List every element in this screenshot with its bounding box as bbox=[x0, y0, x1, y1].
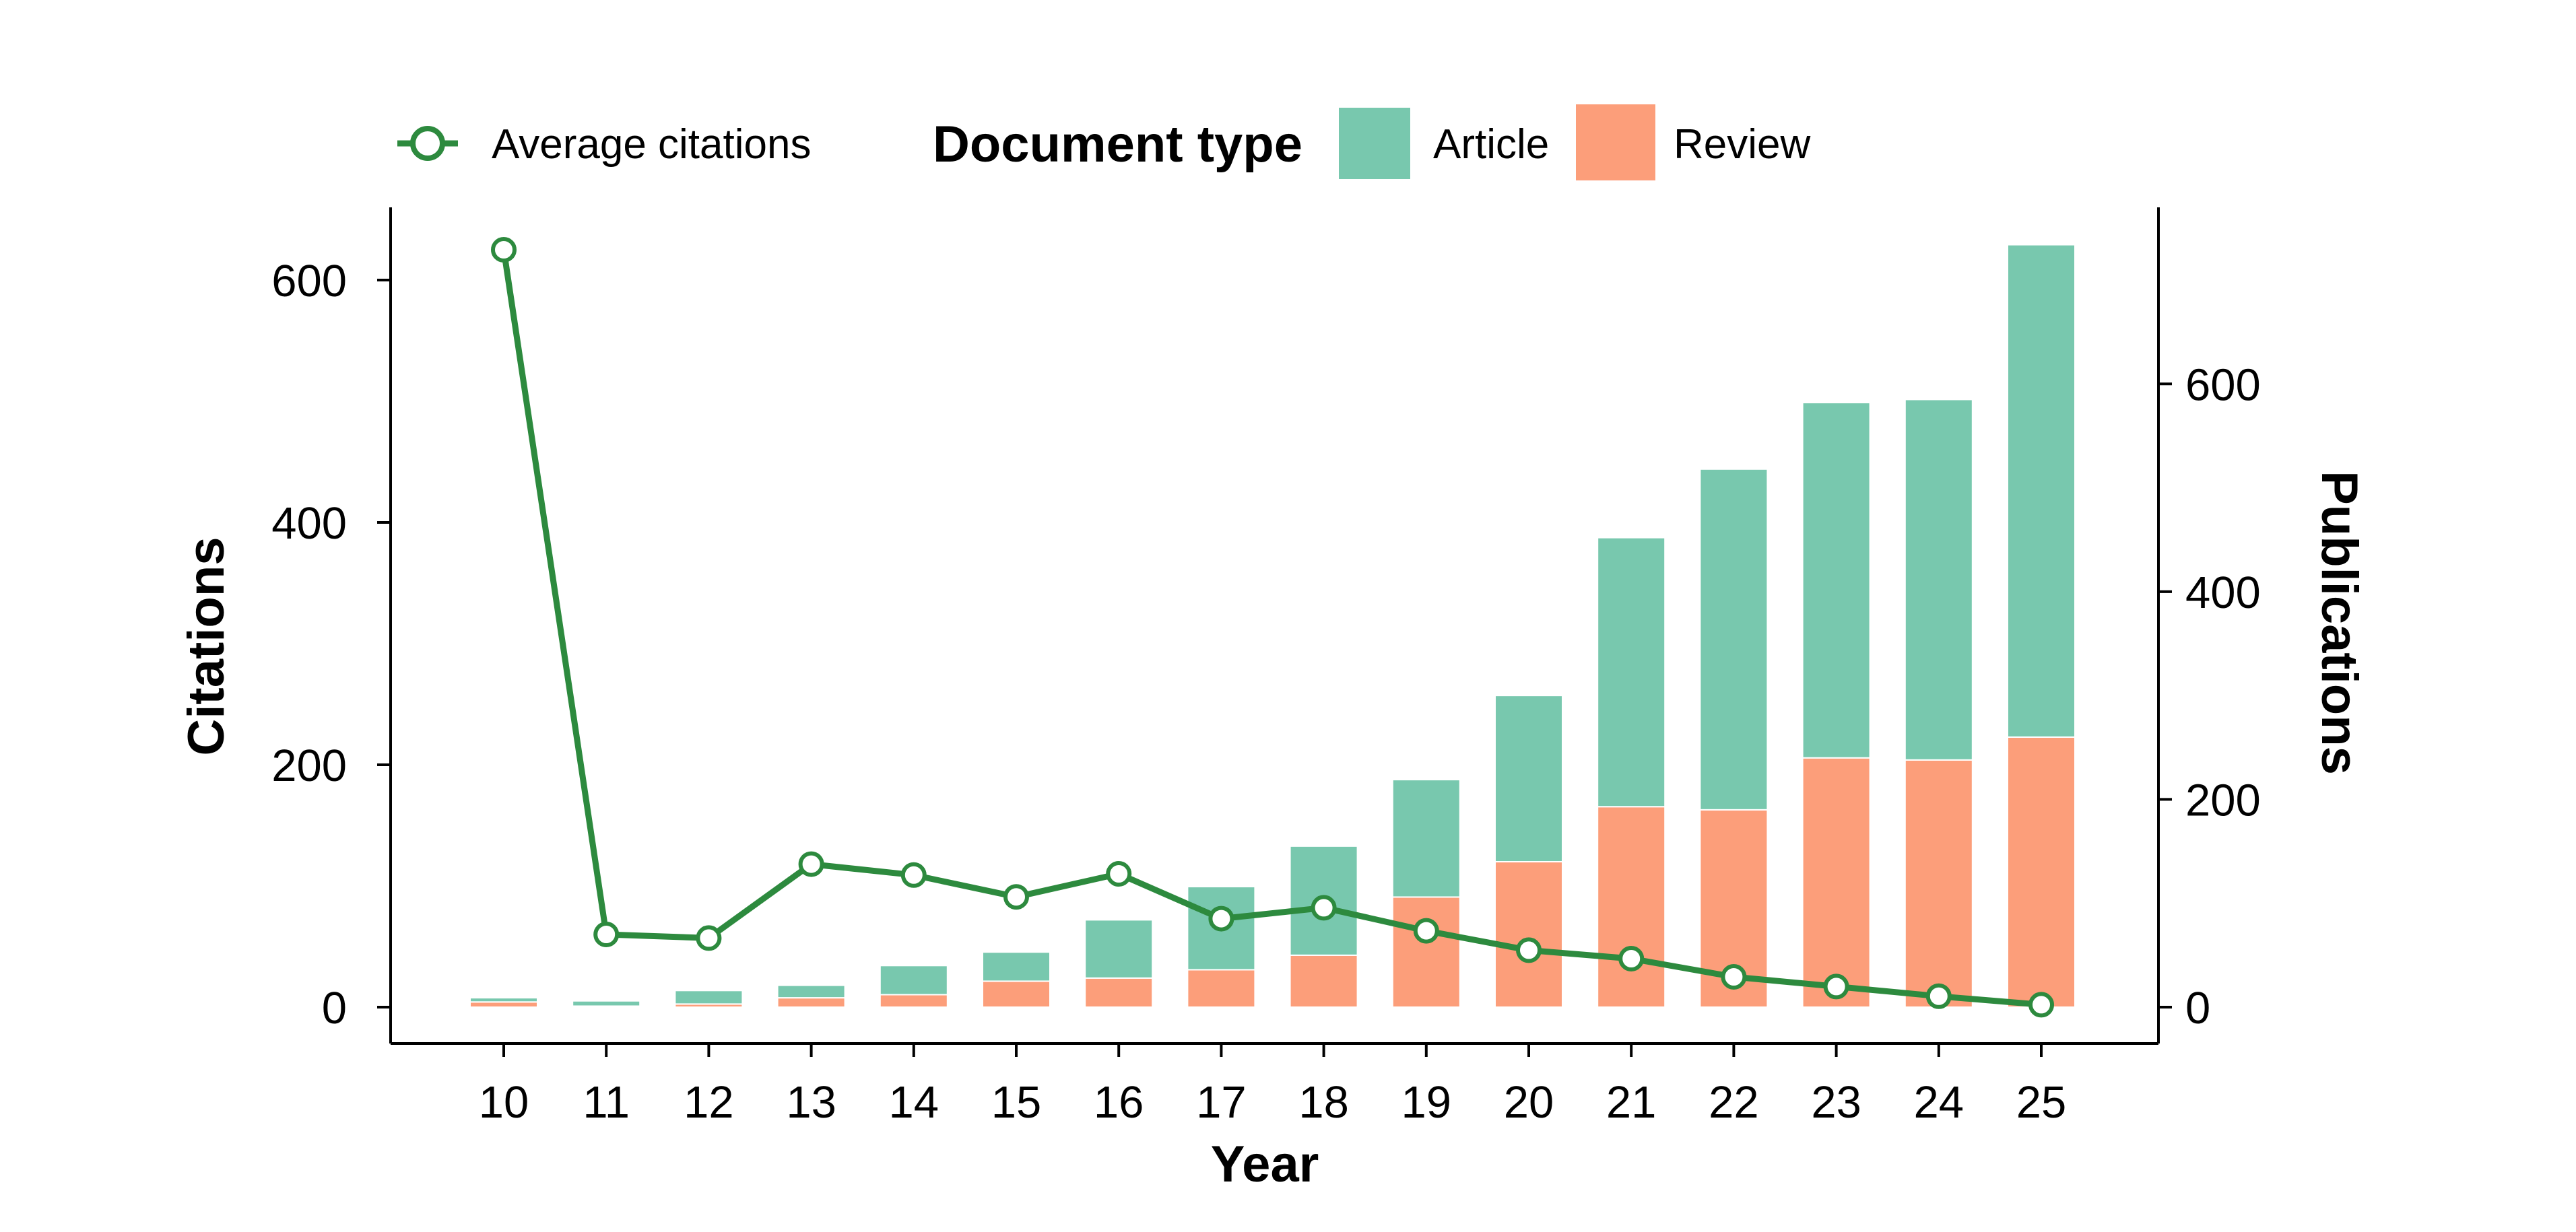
average-citations-point-25 bbox=[2028, 992, 2054, 1018]
average-citations-point-19 bbox=[1413, 918, 1439, 944]
bar-article-20 bbox=[1494, 695, 1563, 862]
average-citations-point-16 bbox=[1106, 861, 1132, 887]
x-tick-label-22: 22 bbox=[1709, 1077, 1759, 1128]
bar-article-16 bbox=[1084, 919, 1154, 979]
x-tick-label-17: 17 bbox=[1196, 1077, 1247, 1128]
bar-article-12 bbox=[674, 990, 744, 1005]
bar-review-18 bbox=[1289, 954, 1358, 1008]
average-citations-point-13 bbox=[798, 851, 824, 877]
legend-swatch-article bbox=[1339, 108, 1410, 179]
left-y-tick-label-0: 0 bbox=[322, 983, 347, 1033]
average-citations-point-24 bbox=[1925, 983, 1952, 1009]
average-citations-point-12 bbox=[696, 925, 722, 951]
left-y-tick-label-200: 200 bbox=[271, 741, 347, 791]
right-y-axis-title: Publications bbox=[2311, 471, 2368, 775]
average-citations-line bbox=[500, 246, 2045, 1008]
bar-review-14 bbox=[879, 994, 948, 1008]
bar-article-10 bbox=[469, 997, 538, 1003]
bar-article-15 bbox=[982, 951, 1051, 982]
average-citations-point-10 bbox=[491, 237, 517, 263]
x-tick-label-23: 23 bbox=[1811, 1077, 1861, 1128]
x-tick-label-18: 18 bbox=[1298, 1077, 1349, 1128]
left-y-axis-title: Citations bbox=[178, 537, 235, 755]
x-axis-title: Year bbox=[1211, 1136, 1319, 1193]
x-tick-label-13: 13 bbox=[786, 1077, 836, 1128]
legend-marker-swatch bbox=[410, 126, 445, 161]
left-y-tick-label-600: 600 bbox=[271, 256, 347, 306]
average-citations-point-23 bbox=[1823, 973, 1849, 1000]
legend-swatch-review bbox=[1576, 104, 1655, 180]
x-tick-label-15: 15 bbox=[991, 1077, 1042, 1128]
average-citations-point-20 bbox=[1516, 937, 1542, 963]
right-y-tick-label-200: 200 bbox=[2185, 775, 2261, 825]
bar-review-16 bbox=[1084, 977, 1154, 1008]
bar-article-23 bbox=[1802, 402, 1871, 759]
bar-review-24 bbox=[1904, 759, 1973, 1008]
bar-article-11 bbox=[572, 1000, 641, 1007]
bar-review-15 bbox=[982, 980, 1051, 1008]
axes-layer: 0 200 400 600 0 200 400 600 10 11 12 13 14 15 16 17 18 19… bbox=[271, 207, 2261, 1128]
bar-review-20 bbox=[1494, 861, 1563, 1008]
right-y-tick-label-600: 600 bbox=[2185, 360, 2261, 410]
x-tick-label-14: 14 bbox=[889, 1077, 939, 1128]
bar-review-19 bbox=[1391, 896, 1461, 1008]
bars-layer bbox=[469, 244, 2076, 1008]
legend-title-document-type: Document type bbox=[933, 116, 1302, 173]
bar-article-14 bbox=[879, 965, 948, 996]
x-tick-label-16: 16 bbox=[1094, 1077, 1144, 1128]
bar-review-17 bbox=[1187, 969, 1256, 1008]
x-tick-label-19: 19 bbox=[1401, 1077, 1452, 1128]
average-citations-point-11 bbox=[593, 922, 620, 947]
bar-article-24 bbox=[1904, 399, 1973, 761]
line-layer bbox=[491, 237, 2054, 1018]
average-citations-point-18 bbox=[1311, 895, 1337, 921]
average-citations-point-22 bbox=[1721, 964, 1747, 990]
x-tick-label-25: 25 bbox=[2016, 1077, 2067, 1128]
bar-review-13 bbox=[777, 997, 846, 1008]
legend-label-article: Article bbox=[1433, 121, 1549, 168]
bar-review-23 bbox=[1802, 757, 1871, 1008]
left-y-tick-label-400: 400 bbox=[271, 498, 347, 549]
bar-review-10 bbox=[469, 1001, 538, 1008]
bar-article-21 bbox=[1597, 537, 1666, 808]
axis-titles: Year Citations Publications bbox=[178, 471, 2368, 1193]
legend: Average citations Document type Article Rev… bbox=[397, 104, 1811, 180]
x-tick-label-12: 12 bbox=[684, 1077, 734, 1128]
average-citations-point-17 bbox=[1208, 905, 1234, 932]
x-tick-label-21: 21 bbox=[1606, 1077, 1657, 1128]
bar-review-25 bbox=[2007, 736, 2076, 1008]
average-citations-point-15 bbox=[1003, 884, 1029, 910]
x-tick-label-20: 20 bbox=[1504, 1077, 1554, 1128]
right-y-tick-label-0: 0 bbox=[2185, 983, 2210, 1033]
x-tick-label-10: 10 bbox=[479, 1077, 529, 1128]
bar-article-25 bbox=[2007, 244, 2076, 738]
x-tick-label-11: 11 bbox=[583, 1077, 630, 1128]
bar-article-22 bbox=[1699, 468, 1769, 811]
average-citations-point-21 bbox=[1618, 946, 1645, 971]
bar-article-19 bbox=[1391, 779, 1461, 898]
legend-label-average-citations: Average citations bbox=[492, 121, 811, 168]
x-tick-label-24: 24 bbox=[1914, 1077, 1964, 1128]
average-citations-point-14 bbox=[900, 862, 927, 888]
bar-article-13 bbox=[777, 984, 846, 999]
legend-label-review: Review bbox=[1674, 121, 1811, 168]
right-y-tick-label-400: 400 bbox=[2185, 568, 2261, 618]
bar-review-21 bbox=[1597, 806, 1666, 1008]
